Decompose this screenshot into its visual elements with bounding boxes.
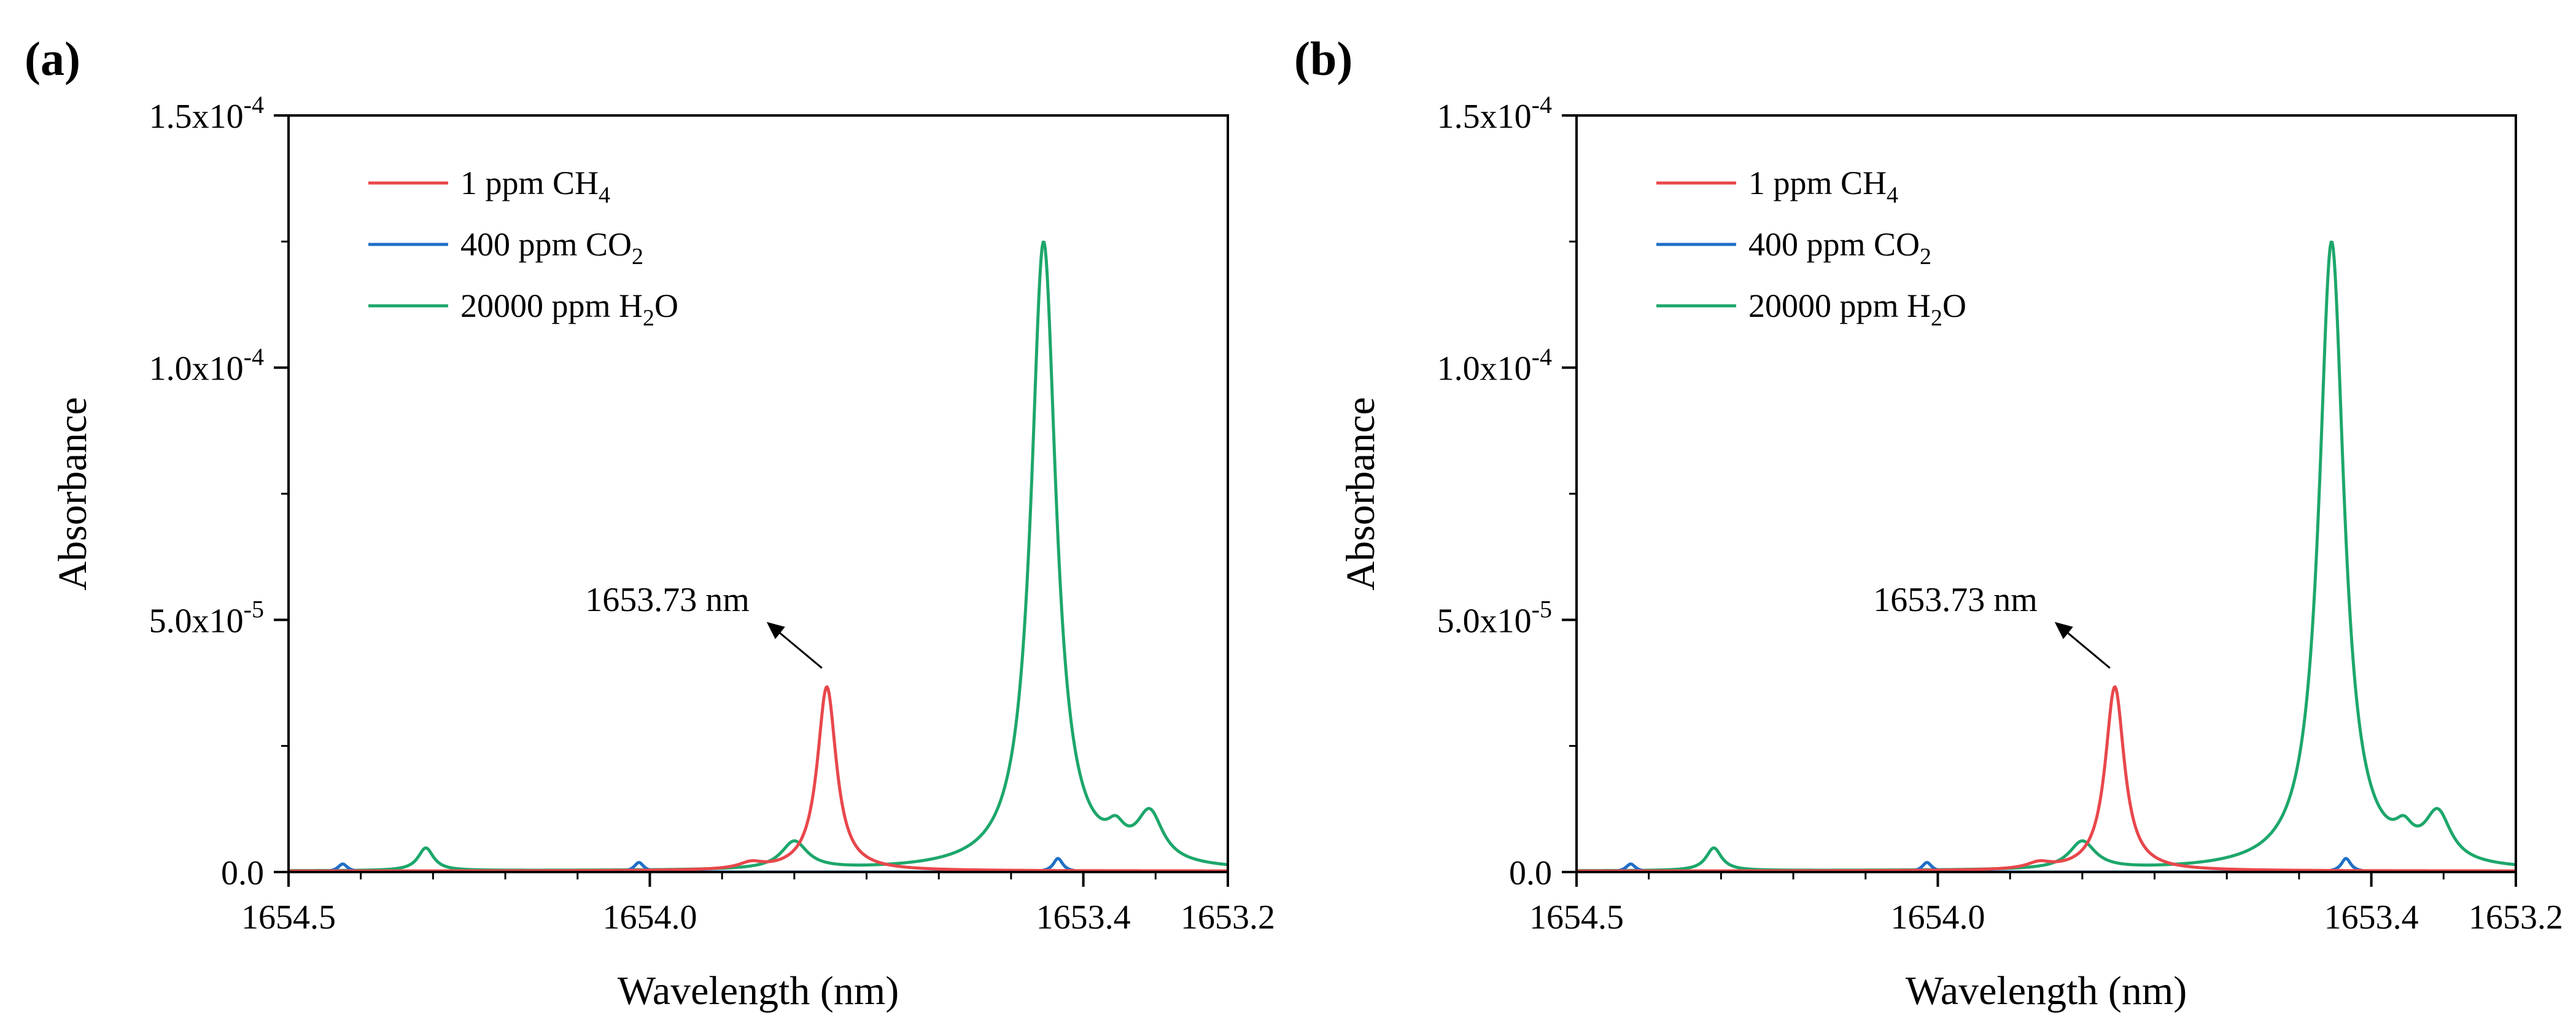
y-tick-label: 1.0x10-4 [1437,343,1552,388]
x-tick-label: 1654.0 [602,898,697,937]
x-axis-title: Wavelength (nm) [618,968,899,1013]
y-tick-exponent: -4 [1532,91,1552,119]
y-tick-label: 0.0 [1509,854,1552,892]
x-tick-label: 1653.4 [2324,898,2419,937]
x-tick-label: 1654.0 [1890,898,1985,937]
panel-label: (b) [1294,32,1352,85]
x-tick-label: 1654.5 [1529,898,1624,937]
annotation-arrow-shaft [2061,627,2111,669]
y-tick-label: 0.0 [221,854,264,892]
y-tick-mantissa: 0.0 [1509,854,1552,892]
x-tick-label: 1653.2 [2469,898,2563,937]
chart-panel-a: (a) 1654.5 1654.0 1653.4 1653.2 0.0 5.0x10-5 1.… [25,32,1275,1013]
legend-entry: 1 ppm CH4 [460,165,610,208]
y-axis-title: Absorbance [50,397,95,590]
plot-frame [1575,114,2517,873]
y-tick-label: 1.5x10-4 [149,91,264,136]
y-tick-mantissa: 1.5x10 [1437,98,1532,136]
legend-entry: 1 ppm CH4 [1748,165,1898,208]
y-tick-label: 1.5x10-4 [1437,91,1552,136]
x-tick-label: 1653.2 [1181,898,1275,937]
legend-entry: 400 ppm CO2 [1748,226,1931,270]
legend-label-tail: O [1942,287,1966,324]
legend-entry: 20000 ppm H2O [1748,287,1966,331]
annotation-label: 1653.73 nm [1873,581,2038,619]
annotation-label: 1653.73 nm [585,581,750,619]
y-tick-label: 5.0x10-5 [149,595,264,640]
y-tick-exponent: -4 [244,343,264,371]
annotation-arrow-head [2054,621,2073,639]
annotation-arrow-shaft [773,627,823,669]
legend-label-subscript: 2 [1931,305,1942,331]
annotation-arrow-head [766,621,785,639]
y-tick-mantissa: 5.0x10 [1437,602,1532,640]
panel-label: (a) [25,32,80,85]
series-line-1-ppm-ch4 [1577,685,2516,872]
legend-label-subscript: 2 [1920,244,1931,270]
legend-label-text: 400 ppm CO [1748,226,1920,263]
y-tick-label: 5.0x10-5 [1437,595,1552,640]
chart-b-svg: (b) 1654.5 1654.0 1653.4 1653.2 0.0 5.0x10-5 1.… [1294,32,2563,1013]
chart-panel-b: (b) 1654.5 1654.0 1653.4 1653.2 0.0 5.0x10-5 1.… [1288,0,2576,1036]
plot-frame [287,114,1229,873]
x-axis-title: Wavelength (nm) [1906,968,2187,1013]
y-tick-exponent: -4 [244,91,264,119]
y-tick-mantissa: 1.0x10 [149,350,244,388]
legend-label-subscript: 2 [632,244,643,270]
legend-label-text: 1 ppm CH [1748,165,1887,201]
y-tick-exponent: -4 [1532,343,1552,371]
y-tick-mantissa: 1.0x10 [1437,350,1532,388]
x-tick-label: 1653.4 [1036,898,1131,937]
series-line-20000-ppm-h2o [289,240,1228,872]
series-line-20000-ppm-h2o [1577,240,2516,872]
legend-label-subscript: 4 [1887,182,1898,208]
chart-a-svg: (a) 1654.5 1654.0 1653.4 1653.2 0.0 5.0x10-5 1.… [25,32,1275,1013]
y-tick-exponent: -5 [1532,595,1552,623]
legend-label-text: 20000 ppm H [1748,287,1931,324]
y-tick-exponent: -5 [244,595,264,623]
legend-label-subscript: 4 [599,182,610,208]
y-tick-mantissa: 1.5x10 [149,98,244,136]
y-tick-label: 1.0x10-4 [149,343,264,388]
legend-entry: 400 ppm CO2 [460,226,643,270]
legend-label-subscript: 2 [643,305,654,331]
series-line-1-ppm-ch4 [289,685,1228,872]
legend-label-text: 1 ppm CH [460,165,599,201]
legend-entry: 20000 ppm H2O [460,287,678,331]
y-axis-title: Absorbance [1338,397,1383,590]
y-tick-mantissa: 5.0x10 [149,602,244,640]
legend-label-text: 400 ppm CO [460,226,632,263]
legend-label-tail: O [654,287,678,324]
y-tick-mantissa: 0.0 [221,854,264,892]
legend-label-text: 20000 ppm H [460,287,643,324]
x-tick-label: 1654.5 [241,898,336,937]
